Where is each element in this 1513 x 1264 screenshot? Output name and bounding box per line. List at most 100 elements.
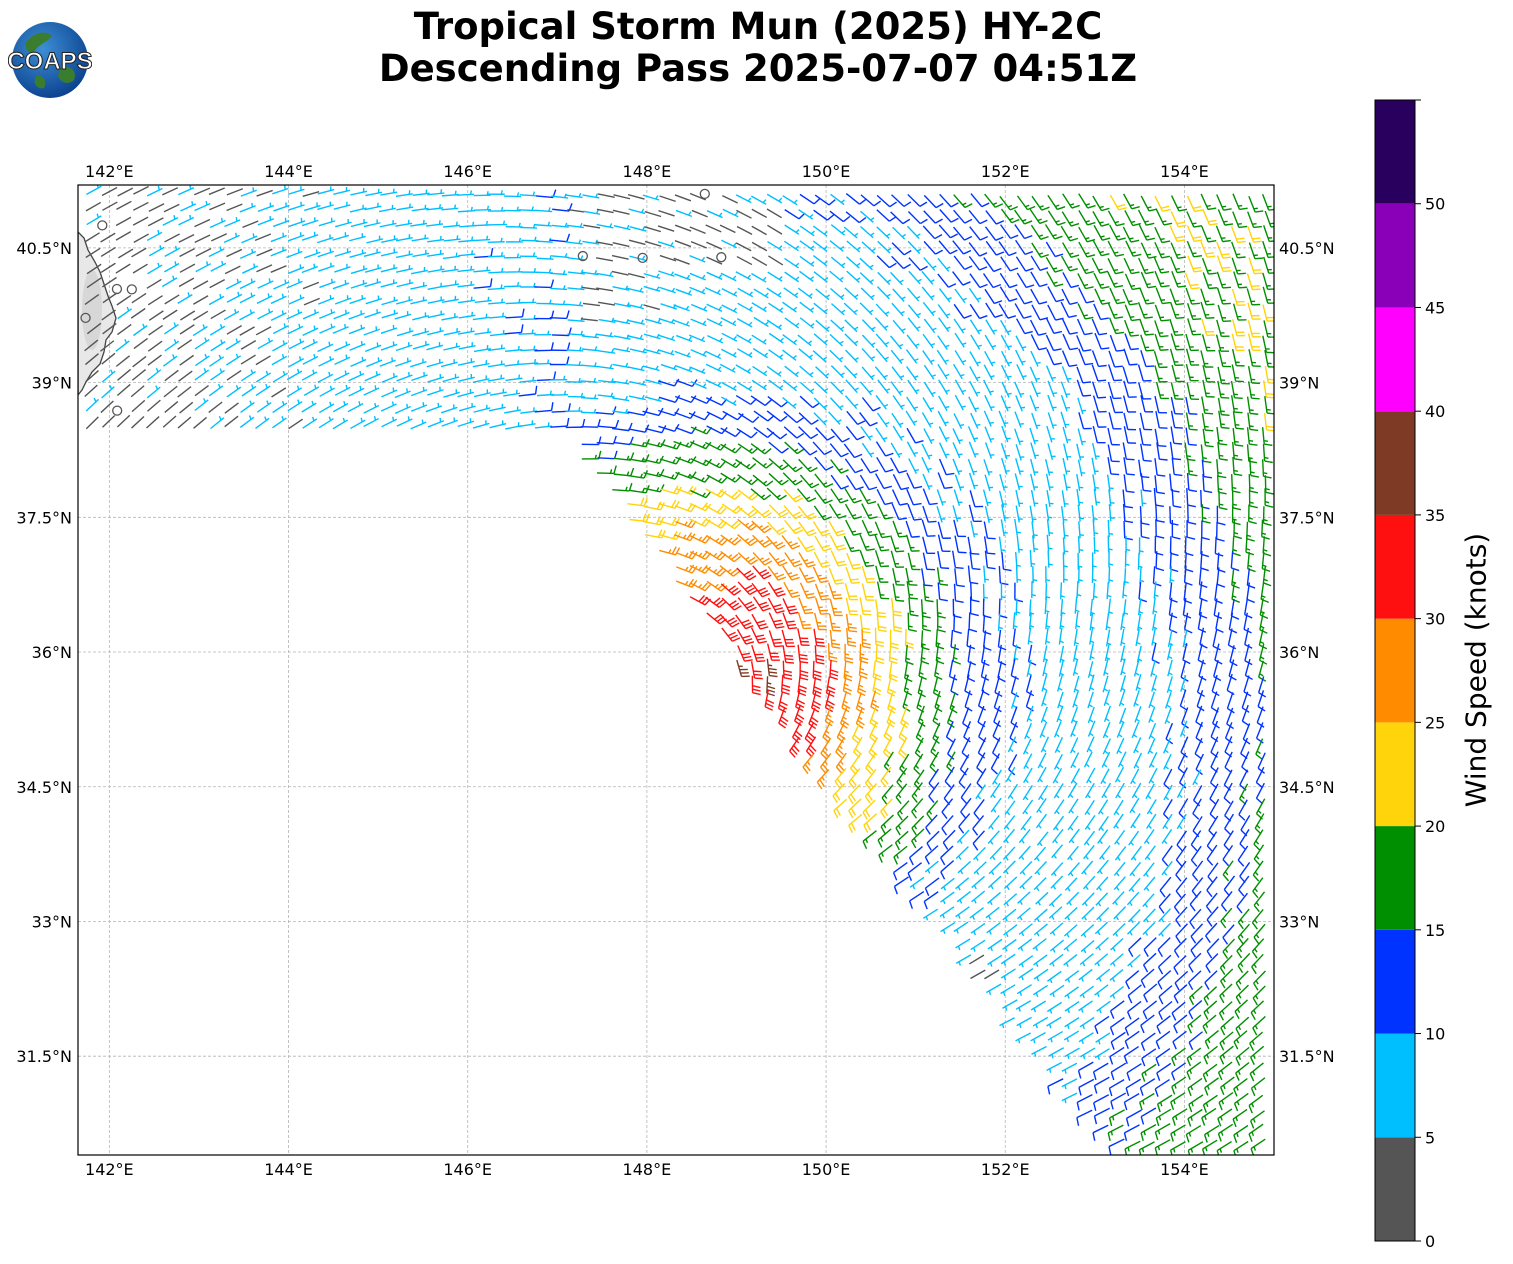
wind-barb [226, 353, 242, 366]
wind-barb [474, 205, 492, 211]
wind-barb [427, 386, 444, 396]
wind-barb [1264, 210, 1274, 228]
wind-barb [1000, 442, 1010, 460]
wind-barb [1231, 364, 1244, 383]
wind-barb [1108, 317, 1125, 335]
wind-barb [178, 214, 195, 226]
wind-barb [984, 426, 995, 443]
wind-barb [102, 201, 118, 211]
wind-barb [968, 242, 988, 257]
wind-barb [1122, 193, 1140, 210]
wind-barb [195, 261, 212, 273]
wind-barb [875, 333, 890, 348]
wind-barb [720, 272, 737, 282]
wind-barb [148, 244, 165, 257]
wind-barb [1014, 428, 1024, 446]
wind-barb [1215, 334, 1230, 352]
wind-barb [363, 219, 381, 228]
wind-barb [1123, 426, 1137, 444]
wind-barb [473, 278, 493, 289]
wind-barb [1186, 472, 1198, 493]
wind-barb [799, 255, 815, 267]
wind-barb [1154, 475, 1165, 495]
wind-barb [85, 397, 100, 412]
wind-barb [983, 364, 995, 381]
wind-barb [844, 395, 859, 410]
wind-barb [890, 271, 904, 286]
wind-barb [1107, 444, 1120, 463]
wind-barb [272, 370, 289, 383]
wind-barb [395, 190, 413, 198]
wind-barb [768, 349, 784, 360]
wind-barb [349, 294, 366, 305]
wind-barb [146, 278, 162, 289]
wind-barb [829, 210, 851, 223]
wind-barb [194, 234, 211, 244]
wind-barb [255, 416, 270, 430]
wind-barb [396, 327, 414, 337]
wind-barb [100, 246, 116, 258]
wind-barb [177, 386, 192, 398]
wind-barb [177, 292, 193, 304]
wind-barb [782, 397, 797, 409]
wind-barb [411, 204, 429, 212]
wind-barb [843, 302, 858, 316]
wind-barb [1201, 396, 1214, 415]
wind-barb [891, 242, 912, 256]
wind-barb [797, 488, 817, 503]
wind-barb [443, 328, 461, 336]
wind-barb [799, 381, 815, 395]
wind-barb [318, 401, 335, 414]
wind-barb [133, 337, 149, 350]
wind-barb [503, 253, 521, 259]
wind-barb [472, 360, 490, 368]
wind-barb [705, 441, 727, 451]
wind-barb [846, 410, 866, 426]
wind-barb [442, 252, 460, 260]
wind-barb [1045, 317, 1063, 334]
wind-barb [566, 346, 584, 352]
wind-barb [766, 319, 782, 331]
wind-barb [132, 216, 149, 226]
wind-barb [519, 252, 537, 258]
wind-barb [861, 442, 875, 458]
wind-barb [350, 187, 368, 196]
wind-barb [859, 210, 875, 223]
wind-barb [596, 241, 614, 246]
wind-barb [984, 442, 995, 459]
wind-barb [1230, 474, 1241, 494]
wind-barb [504, 345, 523, 352]
wind-barb [642, 194, 660, 201]
wind-barb [318, 217, 336, 227]
wind-barb [752, 365, 768, 377]
wind-barb [751, 256, 768, 267]
wind-barb [85, 370, 99, 383]
wind-barb [535, 207, 553, 213]
wind-barb [1262, 444, 1273, 464]
wind-barb [410, 266, 428, 275]
wind-barb [596, 208, 614, 214]
wind-barb [905, 349, 919, 364]
wind-barb [830, 488, 849, 504]
wind-barb [239, 292, 256, 304]
wind-barb [1060, 301, 1077, 318]
wind-barb [1047, 394, 1057, 412]
wind-barb [845, 211, 867, 224]
wind-barb [84, 232, 100, 243]
wind-barb [750, 488, 772, 501]
wind-barb [1014, 381, 1025, 398]
wind-barb [225, 338, 241, 351]
wind-barb [505, 374, 523, 382]
wind-barb [812, 350, 828, 363]
wind-barb [737, 348, 753, 358]
wind-barb [674, 273, 691, 281]
wind-barb [334, 248, 352, 258]
lat-tick-label-left: 31.5°N [16, 1047, 72, 1066]
wind-barb [489, 388, 507, 396]
wind-barb [534, 402, 554, 413]
wind-barb [86, 263, 102, 275]
wind-barb [536, 254, 554, 260]
wind-barb [443, 235, 461, 242]
wind-barb [1200, 350, 1214, 368]
wind-barb [487, 284, 505, 291]
